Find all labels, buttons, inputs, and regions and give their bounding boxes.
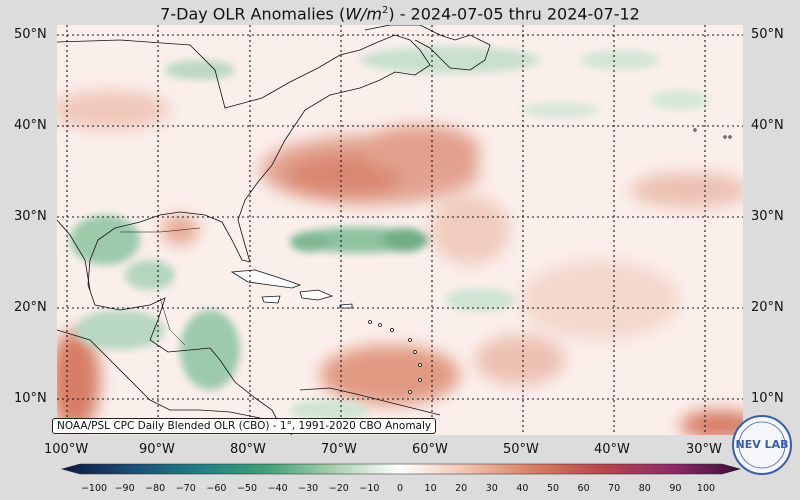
colorbar	[60, 463, 742, 475]
lon-label-90w: 90°W	[139, 442, 175, 457]
data-source-credit: NOAA/PSL CPC Daily Blended OLR (CBO) - 1…	[52, 418, 437, 434]
colorbar-tick: 40	[516, 483, 529, 494]
lon-label-60w: 60°W	[412, 442, 448, 457]
colorbar-tick: 30	[485, 483, 498, 494]
positive-anomaly-regions	[57, 90, 743, 435]
colorbar-tick: −20	[328, 483, 349, 494]
colorbar-tick: 80	[638, 483, 651, 494]
lon-label-80w: 80°W	[230, 442, 266, 457]
lon-label-50w: 50°W	[503, 442, 539, 457]
lat-label-left-30: 30°N	[14, 209, 47, 224]
lon-label-30w: 30°W	[686, 442, 722, 457]
lat-label-left-10: 10°N	[14, 391, 47, 406]
colorbar-tick: −60	[206, 483, 227, 494]
lat-label-right-10: 10°N	[751, 391, 784, 406]
lon-label-40w: 40°W	[594, 442, 630, 457]
colorbar-tick: −100	[80, 483, 108, 494]
lat-label-right-30: 30°N	[751, 209, 784, 224]
map-title: 7-Day OLR Anomalies (W/m2) - 2024-07-05 …	[160, 4, 640, 24]
colorbar-tick: −70	[175, 483, 196, 494]
lat-label-right-50: 50°N	[751, 27, 784, 42]
colorbar-tick: −30	[298, 483, 319, 494]
caribbean-islands	[230, 128, 732, 394]
colorbar-tick: −40	[267, 483, 288, 494]
coastlines	[57, 25, 491, 435]
lat-label-left-40: 40°N	[14, 118, 47, 133]
borders	[120, 227, 201, 346]
colorbar-tick: 100	[696, 483, 716, 494]
lat-label-right-40: 40°N	[751, 118, 784, 133]
colorbar-gradient	[60, 463, 742, 475]
colorbar-tick: 70	[608, 483, 621, 494]
lon-label-70w: 70°W	[321, 442, 357, 457]
colorbar-tick: 50	[546, 483, 560, 494]
colorbar-tick: −90	[114, 483, 135, 494]
colorbar-tick: 0	[396, 483, 404, 494]
lon-label-100w: 100°W	[44, 442, 89, 457]
colorbar-tick: 10	[424, 483, 437, 494]
lat-label-right-20: 20°N	[751, 300, 784, 315]
colorbar-tick: 60	[577, 483, 590, 494]
anomaly-field	[57, 25, 743, 435]
lat-label-left-50: 50°N	[14, 27, 47, 42]
logo-text: NEV LAB	[736, 438, 789, 451]
colorbar-tick: −50	[236, 483, 258, 494]
graticule	[57, 25, 743, 435]
negative-anomaly-regions	[70, 46, 710, 420]
lat-label-left-20: 20°N	[14, 300, 47, 315]
colorbar-tick: 90	[669, 483, 682, 494]
colorbar-tick: 20	[455, 483, 468, 494]
nev-lab-logo: NEV LAB	[732, 415, 792, 475]
colorbar-tick: −10	[359, 483, 380, 494]
colorbar-tick: −80	[145, 483, 166, 494]
